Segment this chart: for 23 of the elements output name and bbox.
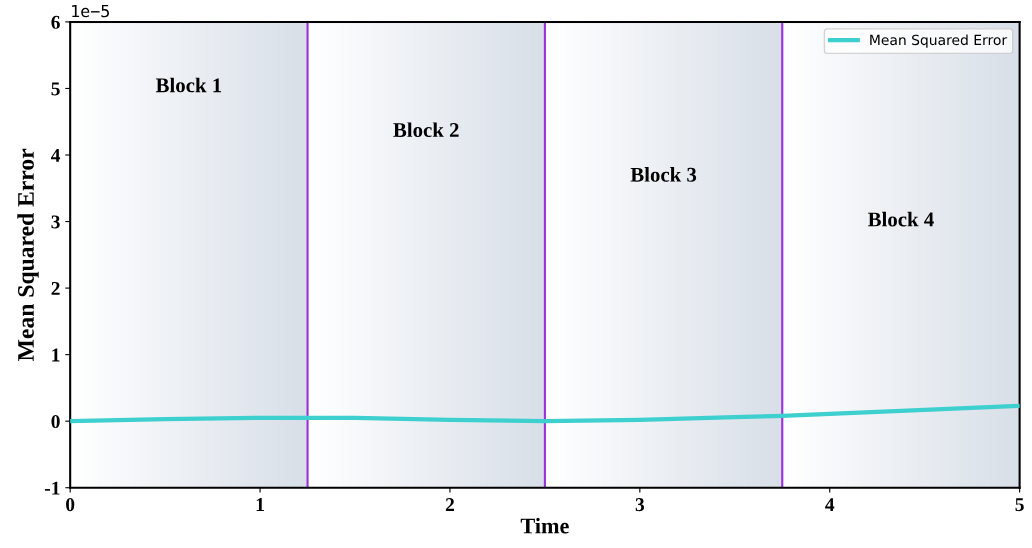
y-tick-label: -1 (44, 481, 60, 495)
band-label: Block 1 (155, 77, 222, 93)
text: 1e−5 (72, 4, 109, 18)
y-tick-label: 3 (51, 215, 60, 229)
y-tick-label: 2 (51, 281, 60, 295)
x-tick-label: 2 (445, 498, 454, 511)
y-tick-label: 1 (52, 348, 60, 362)
x-tick-label: 3 (635, 498, 645, 512)
y-tick-label: 5 (51, 82, 60, 96)
band-label: Block 3 (630, 167, 697, 182)
y-tick-label: 0 (51, 414, 60, 429)
legend-label: Mean Squared Error (870, 34, 1008, 48)
y-tick-label: 6 (51, 15, 60, 29)
x-tick-label: 1 (256, 498, 264, 511)
band-label: Block 4 (868, 211, 934, 227)
x-tick-label: 5 (1015, 498, 1024, 512)
x-axis-title: Time (520, 517, 569, 534)
x-tick-label: 0 (66, 498, 75, 512)
band-label: Block 2 (393, 122, 459, 138)
line-series (70, 403, 1020, 424)
x-tick-label: 4 (825, 498, 835, 511)
y-tick-label: 4 (51, 148, 61, 162)
y-axis-title: Mean Squared Error (17, 148, 39, 361)
